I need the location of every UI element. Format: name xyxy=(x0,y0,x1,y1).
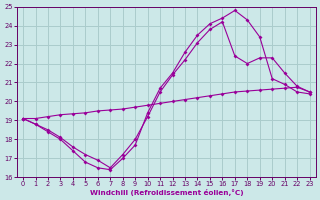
X-axis label: Windchill (Refroidissement éolien,°C): Windchill (Refroidissement éolien,°C) xyxy=(90,189,243,196)
